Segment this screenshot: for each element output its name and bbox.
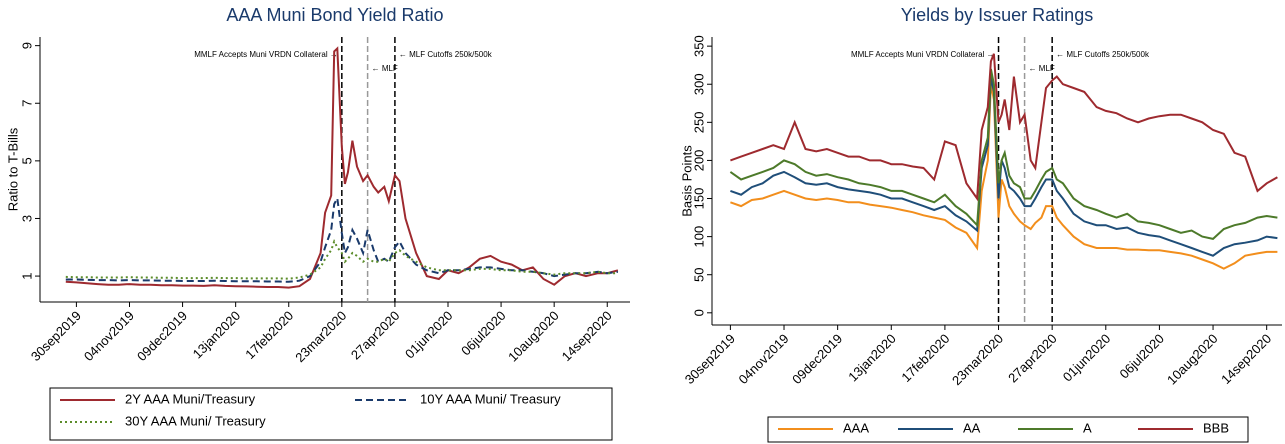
- legend-label: 30Y AAA Muni/ Treasury: [125, 413, 266, 428]
- x-tick-label: 27apr2020: [1005, 331, 1060, 386]
- x-tick-label: 30sep2019: [682, 331, 738, 387]
- annotation: ← MLF Cutoffs 250k/500k: [399, 50, 493, 59]
- y-tick-label: 0: [691, 309, 706, 316]
- y-tick-label: 7: [19, 100, 34, 107]
- x-tick-label: 27apr2020: [348, 308, 403, 363]
- y-tick-label: 100: [691, 226, 706, 248]
- legend: 2Y AAA Muni/Treasury 10Y AAA Muni/ Treasu…: [49, 387, 613, 441]
- legend-label: BBB: [1203, 420, 1229, 435]
- x-tick-label: 10aug2020: [505, 308, 562, 365]
- series-line: [65, 195, 619, 283]
- annotation: MMLF Accepts Muni VRDN Collateral →: [194, 50, 338, 59]
- x-tick-label: 04nov2019: [81, 308, 137, 364]
- x-tick-label: 30sep2019: [28, 308, 84, 364]
- legend: AAA AA A BBB: [767, 416, 1249, 443]
- x-tick-label: 17feb2020: [242, 308, 296, 362]
- y-axis-title: Basis Points: [679, 145, 694, 217]
- legend-frame: [49, 387, 613, 441]
- x-tick-label: 13jan2020: [845, 331, 899, 385]
- y-tick-label: 1: [19, 272, 34, 279]
- chart-title: AAA Muni Bond Yield Ratio: [226, 5, 443, 25]
- annotation: ← MLF: [372, 64, 398, 73]
- annotation: ← MLF Cutoffs 250k/500k: [1056, 50, 1150, 59]
- y-tick-label: 50: [691, 267, 706, 281]
- x-tick-label: 06jul2020: [1116, 331, 1166, 381]
- series-line: [729, 68, 1278, 240]
- x-tick-label: 13jan2020: [190, 308, 244, 362]
- y-tick-label: 200: [691, 150, 706, 172]
- y-axis-title: Ratio to T-Bills: [5, 127, 20, 211]
- legend-label: AAA: [843, 420, 869, 435]
- y-tick-label: 9: [19, 42, 34, 49]
- x-tick-label: 17feb2020: [898, 331, 952, 385]
- x-tick-label: 14sep2020: [559, 308, 615, 364]
- annotation: ← MLF: [1029, 64, 1055, 73]
- annotation: MMLF Accepts Muni VRDN Collateral →: [851, 50, 995, 59]
- x-tick-label: 06jul2020: [458, 308, 508, 358]
- legend-label: A: [1083, 420, 1092, 435]
- series-line: [730, 76, 1278, 257]
- y-tick-label: 300: [691, 73, 706, 95]
- legend-label: 10Y AAA Muni/ Treasury: [420, 391, 561, 406]
- y-tick-label: 150: [691, 188, 706, 210]
- x-tick-label: 01jun2020: [1060, 331, 1114, 385]
- x-tick-label: 01jun2020: [402, 308, 456, 362]
- x-tick-label: 09dec2019: [134, 308, 190, 364]
- y-tick-label: 250: [691, 111, 706, 133]
- y-tick-label: 350: [691, 35, 706, 57]
- legend-label: 2Y AAA Muni/Treasury: [125, 391, 256, 406]
- chart-title: Yields by Issuer Ratings: [901, 5, 1093, 25]
- series-line: [730, 84, 1278, 270]
- legend-label: AA: [963, 420, 981, 435]
- x-tick-label: 09dec2019: [789, 331, 845, 387]
- x-tick-label: 23mar2020: [292, 308, 349, 365]
- series-line: [730, 53, 1278, 202]
- series-line: [65, 46, 619, 289]
- x-tick-label: 04nov2019: [735, 331, 791, 387]
- x-tick-label: 10aug2020: [1164, 331, 1221, 388]
- y-tick-label: 5: [19, 157, 34, 164]
- y-tick-label: 3: [19, 215, 34, 222]
- x-tick-label: 23mar2020: [949, 331, 1006, 388]
- x-tick-label: 14sep2020: [1218, 331, 1274, 387]
